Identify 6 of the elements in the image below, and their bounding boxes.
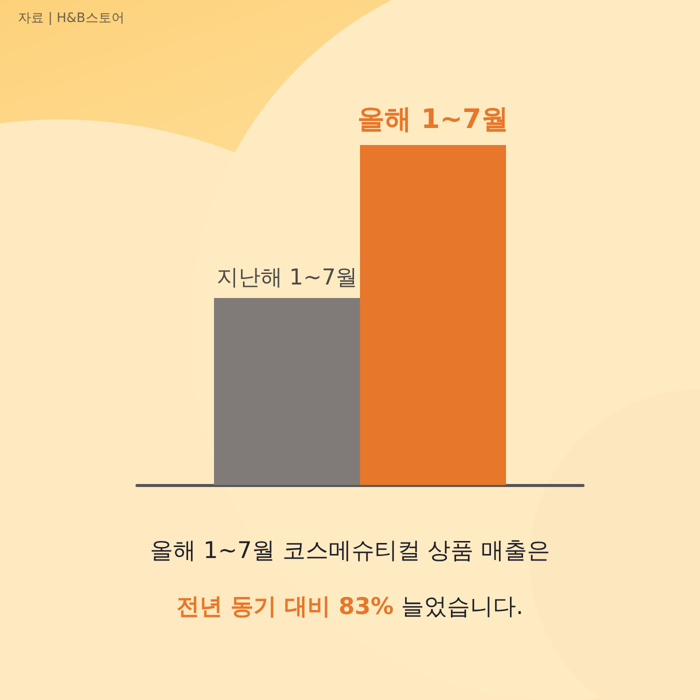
x-tick-label: 지난해 1~7월: [216, 266, 358, 290]
x-tick-label: 올해 1~7월: [358, 104, 508, 135]
text: 올해 1~7월 코스메슈티컬 상품 매출은: [149, 537, 551, 566]
text: 자료 | H&B스토어: [18, 10, 124, 27]
text: 늘었습니다.: [401, 594, 524, 620]
text: 전년 동기 대비 83%: [176, 594, 394, 620]
